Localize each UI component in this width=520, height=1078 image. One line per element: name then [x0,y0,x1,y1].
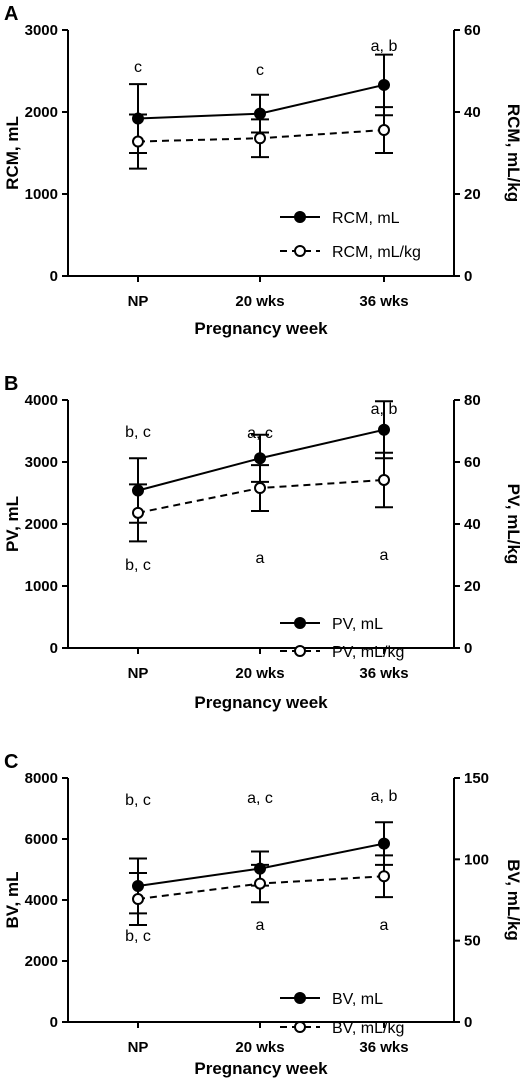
data-point [378,78,390,91]
right-tick-label: 20 [464,578,481,595]
panel-B: B 0 1000 2000 3000 4000 0 20 40 60 80 NP 20 wks 36 wk… [3,373,520,712]
data-point [132,135,144,148]
significance-annotation: a [380,547,389,564]
left-tick-label: 0 [50,268,58,285]
x-tick-label: 36 wks [359,293,408,310]
significance-annotation: c [256,62,264,79]
legend-label: RCM, mL/kg [332,244,421,261]
data-point [378,837,390,850]
x-axis-title: Pregnancy week [194,319,328,338]
panel-letter: A [4,3,18,25]
left-tick-label: 1000 [25,186,58,203]
legend-marker [294,992,306,1004]
x-tick-label: 20 wks [235,665,284,682]
x-tick-label: 20 wks [235,1039,284,1056]
panel-letter: C [4,751,18,773]
legend-marker [294,245,306,257]
left-tick-label: 3000 [25,22,58,39]
data-point [132,893,144,906]
data-point [378,473,390,486]
significance-annotation: a, c [247,790,273,807]
legend-marker [294,617,306,629]
left-tick-label: 3000 [25,454,58,471]
significance-annotation: a [380,917,389,934]
right-tick-label: 0 [464,268,472,285]
data-point [254,452,266,465]
legend-label: BV, mL/kg [332,1020,404,1037]
right-tick-label: 60 [464,22,481,39]
data-point [132,506,144,519]
left-axis-title: BV, mL [3,871,22,928]
legend-label: PV, mL [332,616,383,633]
data-point [254,132,266,145]
legend-marker [294,645,306,657]
significance-annotation: a, b [371,401,398,418]
left-tick-label: 0 [50,1014,58,1031]
left-axis-title: RCM, mL [3,116,22,190]
significance-annotation: c [134,59,142,76]
x-axis-title: Pregnancy week [194,693,328,712]
data-point [378,423,390,436]
right-tick-label: 50 [464,933,481,950]
x-tick-label: NP [128,293,149,310]
panel-letter: B [4,373,18,395]
left-tick-label: 8000 [25,770,58,787]
significance-annotation: a, c [247,425,273,442]
x-tick-label: NP [128,665,149,682]
left-tick-label: 2000 [25,104,58,121]
x-axis-title: Pregnancy week [194,1059,328,1078]
left-tick-label: 2000 [25,516,58,533]
right-tick-label: 0 [464,1014,472,1031]
right-tick-label: 0 [464,640,472,657]
legend-marker [294,211,306,223]
right-tick-label: 150 [464,770,489,787]
data-point [378,870,390,883]
right-axis-title: PV, mL/kg [504,484,520,565]
significance-annotation: a [256,550,265,567]
left-tick-label: 4000 [25,892,58,909]
legend-label: BV, mL [332,991,383,1008]
panel-A: A 0 1000 2000 3000 0 20 40 60 NP 20 wks 36 wks Pregn… [3,3,520,338]
left-tick-label: 4000 [25,392,58,409]
x-tick-label: 36 wks [359,1039,408,1056]
right-tick-label: 80 [464,392,481,409]
significance-annotation: a, b [371,38,398,55]
x-tick-label: 20 wks [235,293,284,310]
left-tick-label: 2000 [25,953,58,970]
left-axis-title: PV, mL [3,496,22,552]
right-axis-title: RCM, mL/kg [504,104,520,202]
x-tick-label: NP [128,1039,149,1056]
data-point [254,482,266,495]
left-tick-label: 6000 [25,831,58,848]
data-point [378,124,390,137]
significance-annotation: a, b [371,788,398,805]
right-tick-label: 40 [464,104,481,121]
significance-annotation: a [256,917,265,934]
data-point [254,877,266,890]
legend-label: RCM, mL [332,210,400,227]
panel-C: C 0 2000 4000 6000 8000 0 50 100 150 NP 20 wks 36 wk… [3,751,520,1078]
legend-label: PV, mL/kg [332,644,404,661]
x-tick-label: 36 wks [359,665,408,682]
right-axis-title: BV, mL/kg [504,859,520,941]
left-tick-label: 0 [50,640,58,657]
left-tick-label: 1000 [25,578,58,595]
right-tick-label: 20 [464,186,481,203]
data-point [254,107,266,120]
legend-marker [294,1021,306,1033]
right-tick-label: 100 [464,851,489,868]
right-tick-label: 60 [464,454,481,471]
significance-annotation: b, c [125,424,151,441]
significance-annotation: b, c [125,928,151,945]
significance-annotation: b, c [125,557,151,574]
right-tick-label: 40 [464,516,481,533]
significance-annotation: b, c [125,792,151,809]
